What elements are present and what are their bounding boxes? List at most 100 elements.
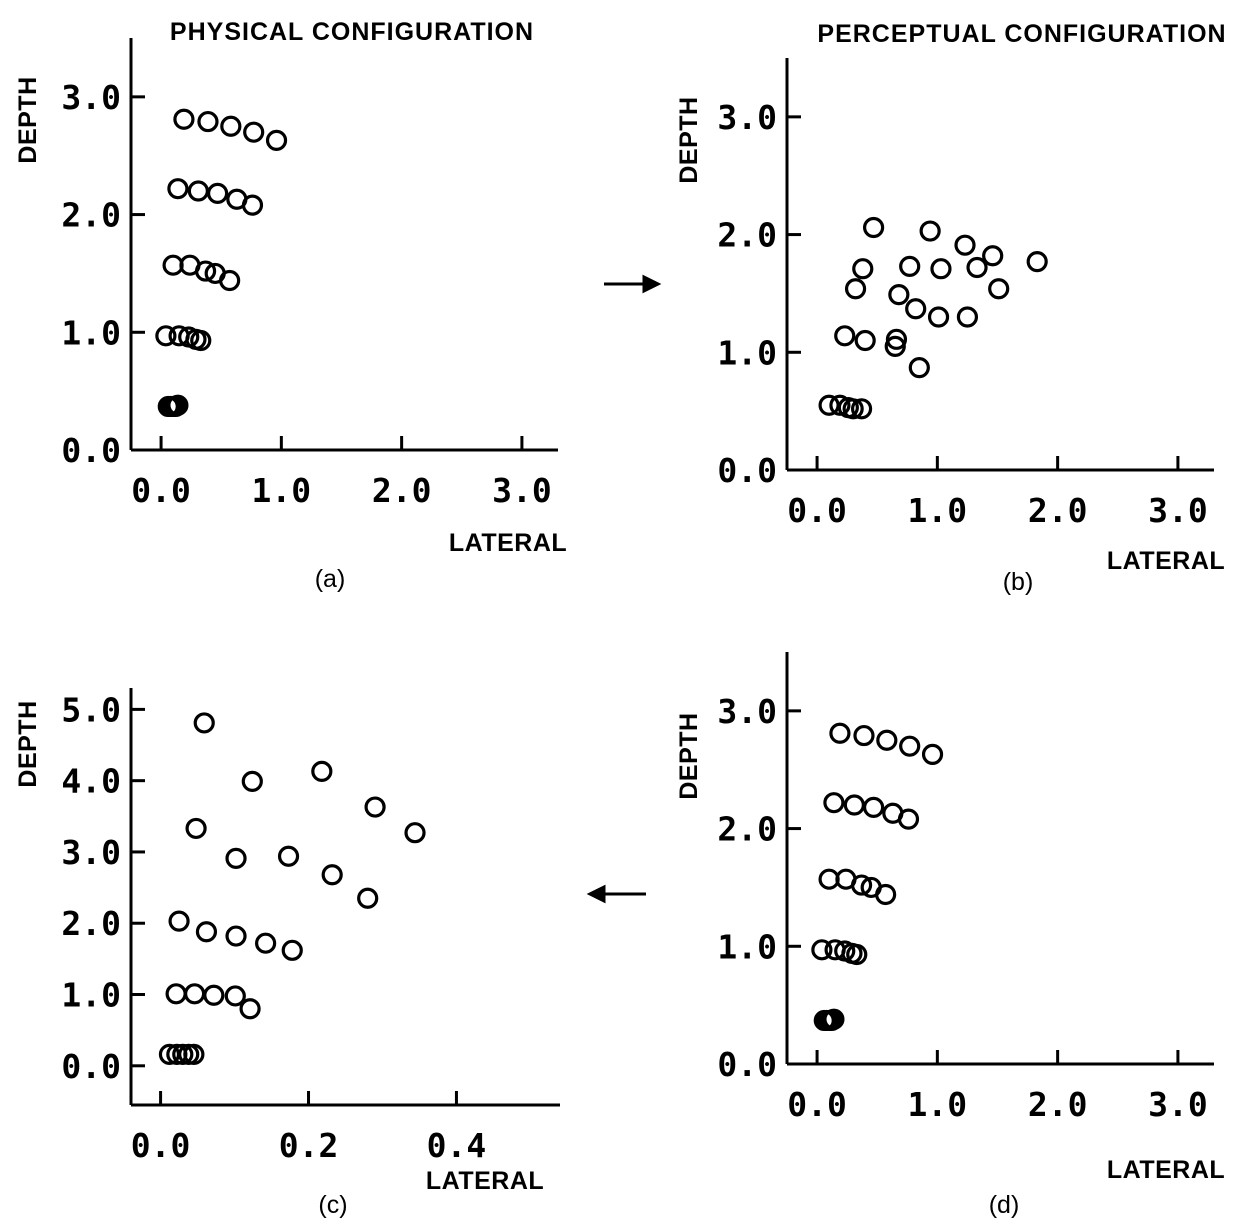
panel-d: 0.0 1.0 2.0 3.0 0.0 1.0 2.0 3.0 DEPTH LATERAL (d) [675,652,1225,1219]
data-point [281,939,303,961]
x-tick-label: 0.0 [131,471,191,510]
data-point [846,943,868,966]
data-point [155,325,177,347]
data-point [165,983,187,1005]
panel-label: (b) [1003,568,1034,596]
x-tick-label: 0.0 [131,1126,191,1165]
y-axis-title: DEPTH [675,96,703,183]
y-axis-title: DEPTH [14,700,42,787]
x-axis-title: LATERAL [449,529,567,557]
data-point [905,298,927,320]
x-tick-label: 1.0 [908,491,968,530]
y-tick-label: 4.0 [61,762,121,801]
y-axis-title: DEPTH [675,712,703,799]
data-point [829,394,851,416]
panel-title: PHYSICAL CONFIGURATION [170,18,534,46]
data-point [357,887,379,909]
data-point [854,329,876,352]
x-tick-label: 3.0 [1148,1085,1208,1124]
data-point [823,792,845,814]
x-tick-label: 3.0 [492,471,552,510]
data-point [834,325,856,347]
data-point [982,245,1004,267]
x-tick-label: 1.0 [252,471,312,510]
data-point [404,822,426,844]
y-tick-label: 1.0 [61,313,121,352]
y-tick-label: 5.0 [61,690,121,729]
data-point [184,983,206,1005]
y-tick-label: 1.0 [717,927,777,966]
data-point [823,1008,845,1030]
x-axis-title: LATERAL [1107,1156,1225,1184]
data-point [220,115,242,137]
y-tick-label: 2.0 [717,216,777,255]
data-point [241,194,264,216]
data-point [241,770,263,792]
data-point [885,328,908,350]
data-point [888,284,910,306]
data-point [224,985,246,1007]
data-point [172,1043,194,1065]
data-point [364,796,386,818]
data-point [875,883,897,906]
panel-label: (c) [318,1191,347,1219]
y-tick-label: 0.0 [717,1045,777,1084]
y-tick-label: 3.0 [61,78,121,117]
data-point [197,110,219,133]
data-point [919,220,941,242]
data-point [863,216,885,239]
data-point [193,712,215,734]
panel-a: 0.0 1.0 2.0 3.0 0.0 1.0 2.0 3.0 DEPTH LATERAL PHYS… [14,18,567,593]
panel-label: (d) [989,1191,1020,1219]
data-point [239,998,261,1020]
data-point [876,729,898,751]
data-point [190,329,212,352]
data-point [194,260,217,282]
y-tick-label: 3.0 [717,98,777,137]
x-tick-label: 0.0 [787,491,847,530]
y-tick-label: 2.0 [61,196,121,235]
y-tick-label: 3.0 [717,692,777,731]
data-point [311,760,333,783]
data-point [1026,251,1048,273]
data-point [167,178,189,200]
data-point [207,182,229,204]
data-point [908,356,930,379]
x-tick-label: 0.2 [279,1126,339,1165]
panel-b: 0.0 1.0 2.0 3.0 0.0 1.0 2.0 3.0 DEPTH LATERAL PERC… [675,20,1226,596]
data-point [930,258,952,280]
y-tick-label: 0.0 [61,431,121,470]
y-tick-label: 0.0 [717,451,777,490]
data-point [321,864,343,886]
panel-title: PERCEPTUAL CONFIGURATION [817,20,1226,48]
data-point [842,398,864,420]
data-point [225,847,247,869]
x-tick-label: 0.4 [427,1126,487,1165]
data-point [167,394,189,416]
data-point [255,932,277,954]
y-tick-label: 0.0 [61,1047,121,1086]
data-point [897,808,920,830]
data-point [899,255,921,277]
data-point [850,874,873,896]
x-tick-label: 3.0 [1148,491,1208,530]
data-point [168,910,190,932]
x-tick-label: 0.0 [787,1085,847,1124]
data-point [956,306,979,328]
data-point [954,234,976,256]
y-tick-label: 3.0 [61,833,121,872]
data-point [225,925,247,947]
data-point [850,398,873,420]
data-point [219,269,241,292]
data-point [195,921,218,943]
data-point [844,278,867,300]
data-point [966,256,988,279]
arrow-left-icon: ← [586,884,646,904]
data-point [863,796,885,818]
arrow-left-glyph: ← [620,901,621,903]
x-tick-label: 1.0 [908,1085,968,1124]
y-tick-label: 2.0 [717,810,777,849]
data-point [265,129,288,152]
y-tick-label: 2.0 [61,904,121,943]
